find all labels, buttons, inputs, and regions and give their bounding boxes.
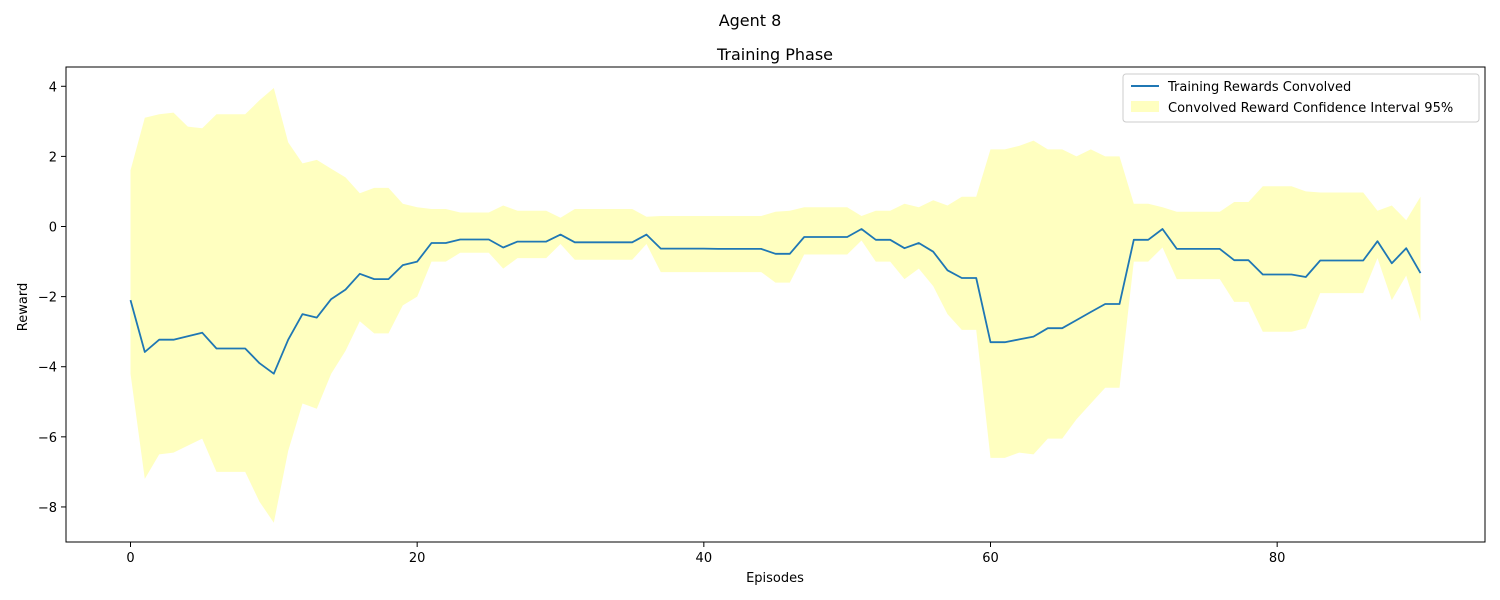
legend: Training Rewards Convolved Convolved Rew…	[1122, 73, 1480, 123]
confidence-band	[130, 88, 1421, 523]
plot-area	[129, 88, 1422, 523]
figure-suptitle: Agent 8	[719, 11, 782, 30]
y-tick-label: −6	[38, 431, 57, 446]
legend-label-band: Convolved Reward Confidence Interval 95%	[1168, 101, 1453, 116]
x-tick-label: 0	[126, 551, 134, 566]
y-tick-label: −4	[38, 361, 57, 376]
y-tick-label: 2	[49, 150, 57, 165]
y-axis-label: Reward	[16, 283, 31, 331]
y-tick-label: 0	[49, 221, 57, 236]
x-axis-label: Episodes	[746, 571, 804, 586]
x-tick-label: 20	[409, 551, 426, 566]
legend-band-swatch	[1131, 101, 1159, 112]
y-tick-label: −2	[38, 291, 57, 306]
x-tick-label: 40	[696, 551, 713, 566]
x-tick-label: 60	[982, 551, 999, 566]
axes: 0 20 40 60 80 −8 −6 −4 −2 0 2 4	[38, 66, 1486, 566]
axes-frame	[65, 66, 1486, 543]
x-tick-label: 80	[1269, 551, 1286, 566]
chart-title: Training Phase	[716, 45, 833, 64]
y-tick-label: 4	[49, 80, 57, 95]
legend-label-line: Training Rewards Convolved	[1167, 80, 1351, 95]
reward-line	[129, 228, 1422, 375]
legend-frame	[1122, 73, 1480, 123]
y-tick-label: −8	[38, 501, 57, 516]
